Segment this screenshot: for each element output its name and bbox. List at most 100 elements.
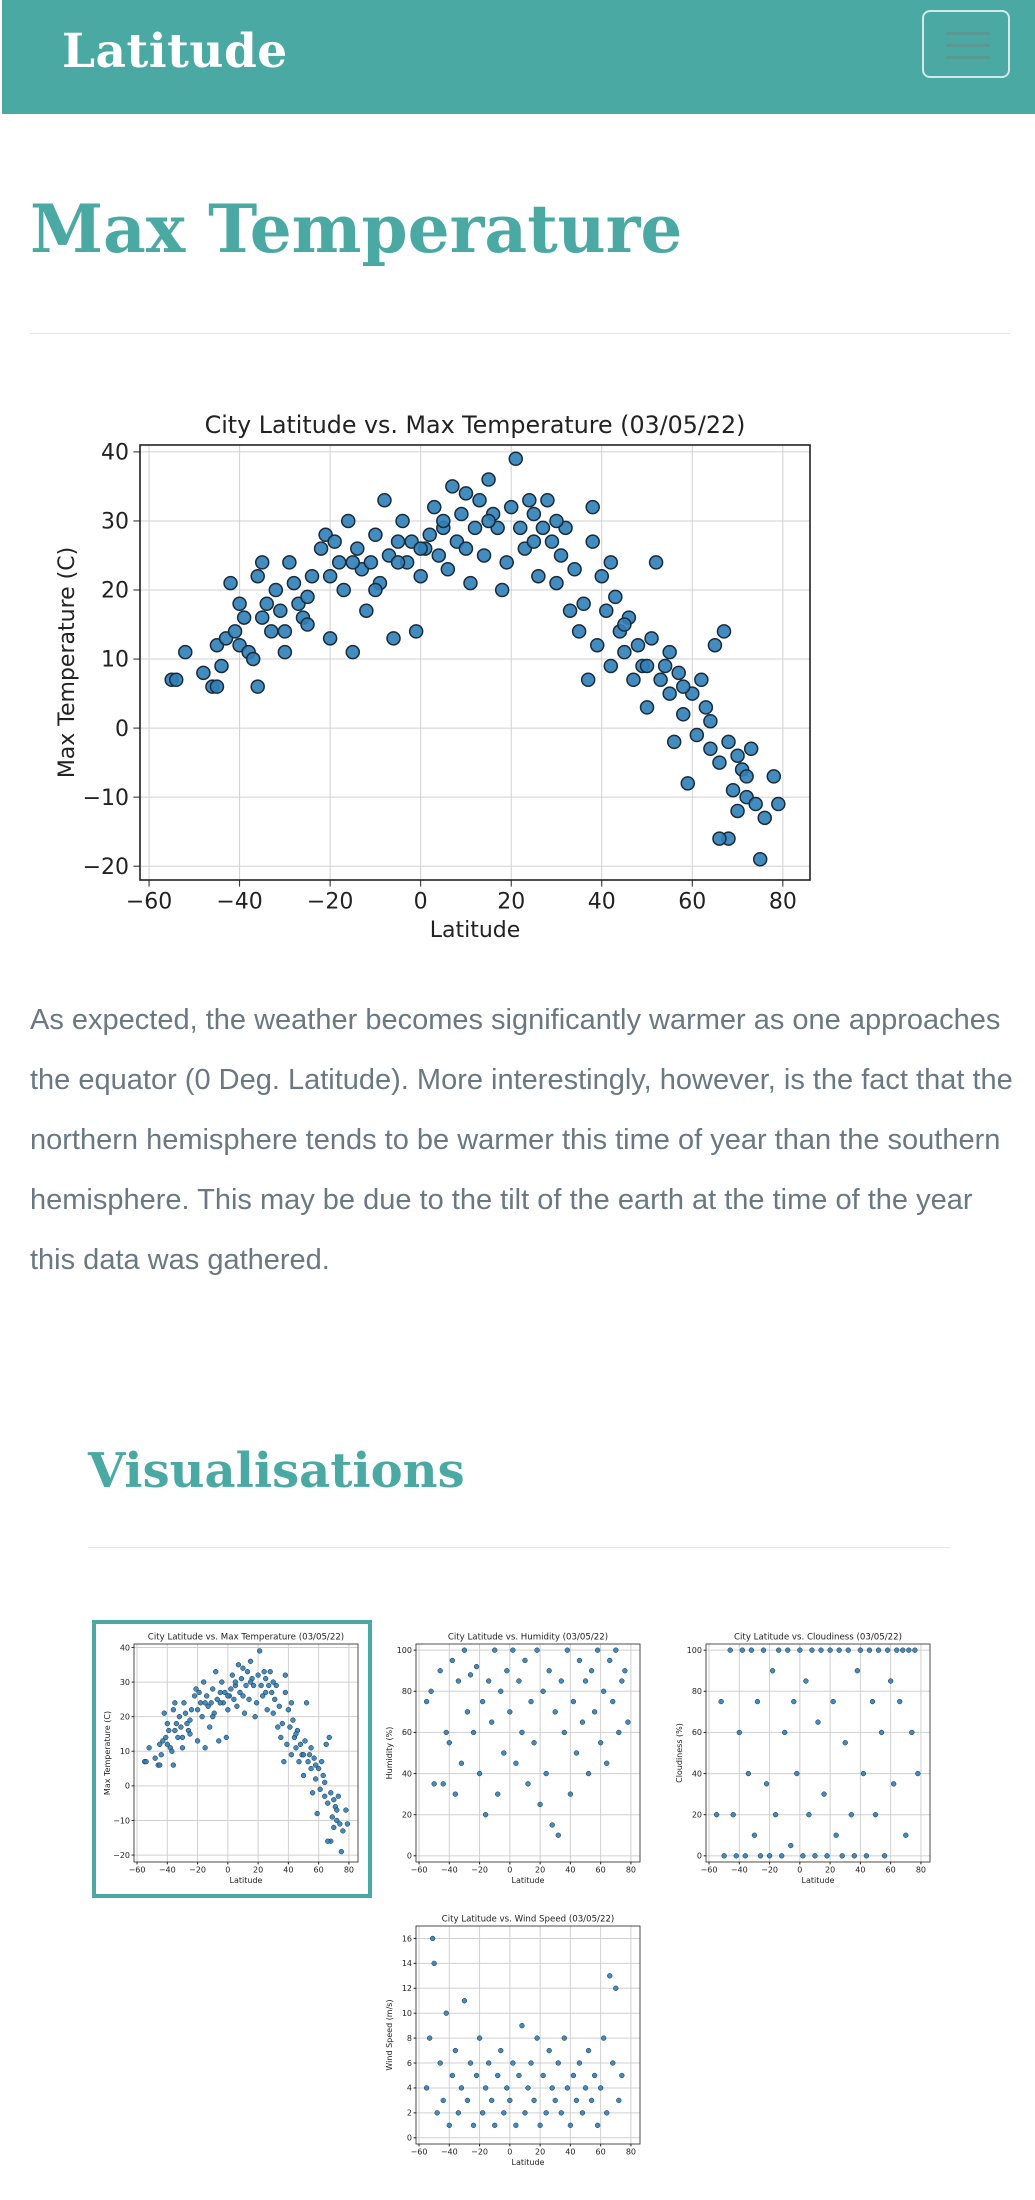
data-point bbox=[909, 1729, 915, 1736]
hamburger-icon-bar bbox=[946, 56, 990, 59]
data-point bbox=[309, 1790, 316, 1796]
data-point bbox=[839, 1853, 845, 1859]
data-point bbox=[322, 1793, 328, 1799]
data-point bbox=[250, 679, 265, 694]
y-tick-label: 20 bbox=[402, 1810, 412, 1819]
data-point bbox=[860, 1770, 867, 1777]
data-point bbox=[549, 1822, 555, 1828]
data-point bbox=[241, 1710, 248, 1716]
data-point bbox=[210, 1714, 216, 1720]
data-point bbox=[263, 1689, 269, 1696]
data-point bbox=[199, 1714, 205, 1720]
data-point bbox=[733, 1853, 739, 1859]
data-point bbox=[727, 1647, 733, 1653]
data-point bbox=[173, 1720, 180, 1727]
thumbnail-chart-cloudiness: −60 −40 −20 0 20 40 60 80 0 20 40 60 80 100 City Latit… bbox=[675, 1633, 931, 1885]
data-point bbox=[437, 1668, 443, 1674]
data-point bbox=[363, 555, 379, 570]
thumbnail-cloudiness[interactable]: −60 −40 −20 0 20 40 60 80 0 20 40 60 80 100 City Latit… bbox=[668, 1624, 940, 1894]
data-point bbox=[622, 1668, 628, 1674]
data-point bbox=[549, 513, 564, 529]
data-point bbox=[431, 1960, 437, 1967]
data-point bbox=[594, 2122, 601, 2128]
data-point bbox=[263, 1675, 269, 1682]
data-point bbox=[751, 1832, 758, 1838]
navbar-brand[interactable]: Latitude bbox=[62, 24, 288, 79]
plot-frame bbox=[139, 444, 811, 881]
data-point bbox=[915, 1770, 921, 1777]
data-point bbox=[216, 1738, 222, 1744]
data-point bbox=[256, 1648, 263, 1654]
data-point bbox=[510, 2060, 516, 2066]
data-point bbox=[209, 679, 225, 694]
data-point bbox=[331, 555, 347, 570]
data-point bbox=[481, 472, 496, 487]
data-point bbox=[194, 1707, 201, 1713]
data-point bbox=[302, 1738, 308, 1744]
data-point bbox=[184, 1720, 190, 1727]
data-point bbox=[730, 748, 745, 763]
data-point bbox=[504, 1668, 510, 1674]
data-point bbox=[188, 1707, 195, 1713]
data-point bbox=[422, 527, 437, 543]
data-point bbox=[313, 541, 329, 556]
data-point bbox=[276, 1703, 282, 1709]
menu-toggle-button[interactable] bbox=[922, 10, 1010, 78]
y-tick-label: 10 bbox=[120, 1747, 130, 1756]
data-point bbox=[694, 672, 709, 688]
data-point bbox=[564, 1647, 571, 1653]
thumbnail-humidity[interactable]: −60 −40 −20 0 20 40 60 80 0 20 40 60 80 100 City Latit… bbox=[378, 1624, 650, 1894]
data-point bbox=[540, 2072, 546, 2079]
data-point bbox=[273, 1682, 279, 1689]
data-point bbox=[196, 1689, 202, 1696]
max-temperature-chart: −60 −40 −20 0 20 40 60 80 −20 −10 0 10 20 30 40 City La… bbox=[55, 411, 811, 943]
data-point bbox=[219, 1679, 225, 1685]
data-point bbox=[476, 1770, 483, 1777]
data-point bbox=[580, 672, 596, 688]
data-point bbox=[235, 1662, 242, 1668]
data-point bbox=[446, 1740, 452, 1746]
x-tick-label: 40 bbox=[283, 1865, 293, 1874]
data-point bbox=[519, 1729, 525, 1736]
thumbnail-max-temperature[interactable]: −60 −40 −20 0 20 40 60 80 −20 −10 0 10 20 30 40 City La… bbox=[92, 1620, 372, 1898]
data-point bbox=[247, 1679, 254, 1685]
data-point bbox=[619, 1678, 625, 1684]
data-point bbox=[322, 631, 338, 646]
y-tick-label: 100 bbox=[687, 1646, 702, 1655]
y-tick-label: −10 bbox=[83, 786, 129, 811]
data-point bbox=[591, 1709, 598, 1715]
data-point bbox=[782, 1729, 788, 1736]
divider bbox=[30, 333, 1010, 334]
data-point bbox=[467, 2060, 474, 2066]
chart-title: City Latitude vs. Wind Speed (03/05/22) bbox=[442, 1915, 615, 1925]
data-point bbox=[601, 2035, 607, 2041]
data-point bbox=[644, 631, 659, 646]
data-point bbox=[591, 2072, 598, 2079]
x-axis-label: Latitude bbox=[430, 918, 521, 943]
thumbnail-wind-speed[interactable]: −60 −40 −20 0 20 40 60 80 0 2 4 6 8 10 12 14 16 City Lati… bbox=[378, 1906, 650, 2176]
data-point bbox=[440, 2097, 446, 2104]
data-point bbox=[452, 2047, 459, 2054]
data-point bbox=[296, 1759, 302, 1765]
data-point bbox=[386, 631, 401, 646]
data-point bbox=[210, 1686, 216, 1692]
y-tick-label: 40 bbox=[692, 1769, 702, 1778]
data-point bbox=[284, 1741, 290, 1747]
data-point bbox=[182, 1710, 189, 1716]
data-point bbox=[254, 610, 270, 625]
data-point bbox=[489, 2097, 495, 2104]
data-point bbox=[607, 1973, 613, 1979]
data-point bbox=[455, 2110, 462, 2116]
x-tick-label: −60 bbox=[411, 2147, 428, 2156]
data-point bbox=[160, 1738, 166, 1744]
data-point bbox=[161, 1710, 167, 1716]
data-point bbox=[833, 1832, 839, 1838]
data-point bbox=[428, 1688, 434, 1694]
data-point bbox=[806, 1812, 812, 1818]
data-point bbox=[766, 1853, 773, 1859]
data-point bbox=[240, 1693, 246, 1699]
data-point bbox=[519, 2023, 525, 2029]
data-point bbox=[721, 734, 736, 750]
data-point bbox=[440, 1781, 446, 1787]
data-point bbox=[429, 1935, 436, 1942]
